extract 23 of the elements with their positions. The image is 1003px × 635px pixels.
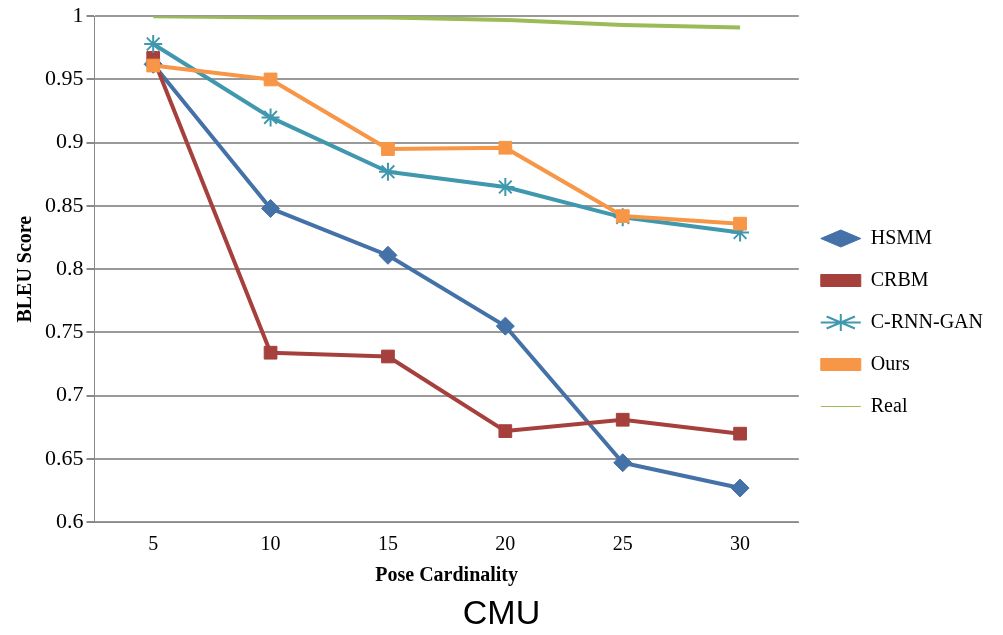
text: CMU	[462, 592, 541, 631]
x-axis-title: Pose Cardinality	[375, 563, 519, 587]
y-tick-label: 0.8	[56, 254, 84, 280]
legend-label: CRBM	[870, 267, 929, 290]
y-tick-label: 0.75	[45, 318, 84, 344]
y-tick-label: 0.7	[56, 381, 84, 407]
y-tick-label: 1	[72, 1, 84, 27]
x-tick-label: 15	[377, 532, 398, 555]
x-tick-label: 25	[612, 532, 633, 555]
y-tick-label: 0.65	[45, 444, 84, 470]
y-tick-label: 0.9	[56, 128, 84, 154]
y-tick-label: 0.6	[56, 507, 84, 533]
legend-label: Real	[870, 393, 908, 416]
y-tick-label: 0.85	[45, 191, 84, 217]
y-tick-label: 0.95	[45, 65, 84, 91]
y-axis-title: BLEU Score	[13, 215, 36, 323]
x-tick-label: 10	[260, 532, 281, 555]
x-tick-label: 30	[730, 532, 751, 555]
legend-label: C-RNN-GAN	[870, 309, 983, 332]
legend-label: Ours	[870, 351, 910, 374]
x-tick-label: 20	[495, 532, 516, 555]
legend-label: HSMM	[870, 225, 933, 248]
x-tick-label: 5	[148, 532, 159, 555]
